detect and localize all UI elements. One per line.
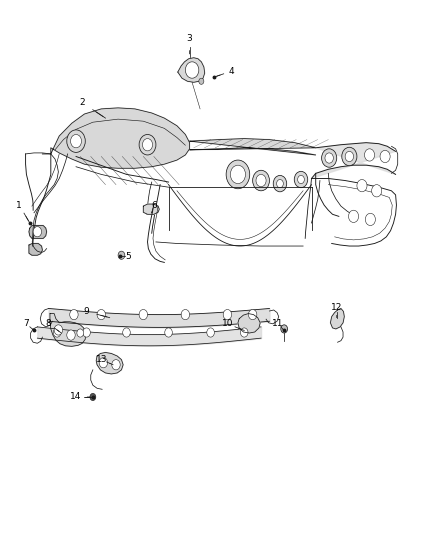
Circle shape bbox=[371, 184, 382, 197]
Polygon shape bbox=[143, 204, 159, 214]
Circle shape bbox=[118, 251, 125, 260]
Circle shape bbox=[226, 160, 250, 189]
Text: 5: 5 bbox=[126, 252, 131, 261]
Text: 9: 9 bbox=[84, 307, 89, 316]
Circle shape bbox=[77, 329, 84, 337]
Circle shape bbox=[345, 151, 353, 161]
Circle shape bbox=[357, 180, 367, 192]
Circle shape bbox=[248, 310, 257, 320]
Circle shape bbox=[273, 175, 287, 192]
Circle shape bbox=[54, 325, 63, 335]
Text: 8: 8 bbox=[46, 319, 52, 328]
Circle shape bbox=[165, 328, 172, 337]
Circle shape bbox=[67, 330, 75, 340]
Circle shape bbox=[380, 150, 390, 163]
Circle shape bbox=[181, 310, 190, 320]
Polygon shape bbox=[178, 58, 205, 82]
Text: 7: 7 bbox=[24, 319, 29, 328]
Circle shape bbox=[277, 180, 283, 188]
Circle shape bbox=[325, 153, 333, 163]
Circle shape bbox=[185, 62, 199, 78]
Circle shape bbox=[223, 310, 232, 320]
Circle shape bbox=[70, 310, 78, 320]
Text: 13: 13 bbox=[95, 355, 107, 364]
Polygon shape bbox=[50, 313, 85, 346]
Circle shape bbox=[67, 130, 85, 152]
Circle shape bbox=[139, 310, 148, 320]
Circle shape bbox=[298, 175, 304, 183]
Circle shape bbox=[342, 147, 357, 166]
Circle shape bbox=[256, 174, 266, 187]
Circle shape bbox=[97, 310, 106, 320]
Circle shape bbox=[364, 149, 374, 161]
Circle shape bbox=[253, 171, 269, 191]
Text: 2: 2 bbox=[80, 98, 85, 107]
Text: 14: 14 bbox=[71, 392, 82, 401]
Circle shape bbox=[123, 328, 130, 337]
Polygon shape bbox=[238, 313, 260, 333]
Circle shape bbox=[139, 134, 156, 155]
Circle shape bbox=[199, 78, 204, 84]
Circle shape bbox=[53, 328, 61, 337]
Circle shape bbox=[112, 360, 120, 370]
Text: 4: 4 bbox=[229, 67, 234, 76]
Polygon shape bbox=[29, 225, 46, 238]
Text: 11: 11 bbox=[272, 319, 284, 328]
Polygon shape bbox=[96, 352, 123, 374]
Circle shape bbox=[83, 328, 90, 337]
Text: 1: 1 bbox=[16, 200, 22, 209]
Circle shape bbox=[142, 139, 152, 151]
Circle shape bbox=[365, 213, 375, 225]
Circle shape bbox=[99, 358, 108, 368]
Polygon shape bbox=[311, 143, 396, 179]
Text: 6: 6 bbox=[151, 200, 157, 209]
Text: 12: 12 bbox=[331, 303, 343, 312]
Circle shape bbox=[349, 210, 359, 222]
Circle shape bbox=[240, 328, 248, 337]
Circle shape bbox=[71, 134, 81, 148]
Circle shape bbox=[294, 171, 308, 188]
Circle shape bbox=[90, 393, 96, 401]
Text: 3: 3 bbox=[187, 34, 192, 43]
Polygon shape bbox=[51, 108, 190, 168]
Circle shape bbox=[281, 325, 287, 333]
Polygon shape bbox=[29, 244, 42, 255]
Text: 10: 10 bbox=[222, 319, 233, 328]
Circle shape bbox=[33, 227, 42, 237]
Circle shape bbox=[207, 328, 214, 337]
Circle shape bbox=[230, 165, 245, 183]
Polygon shape bbox=[330, 309, 344, 329]
Polygon shape bbox=[190, 139, 316, 155]
Circle shape bbox=[321, 149, 337, 167]
